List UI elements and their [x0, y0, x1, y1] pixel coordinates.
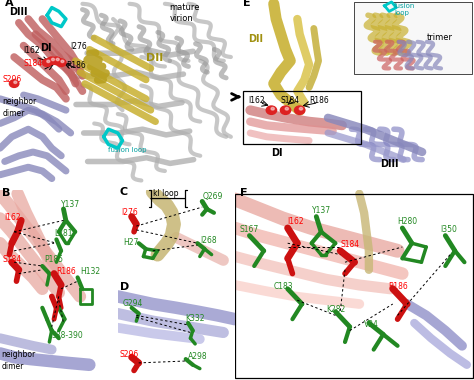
Text: DIII: DIII [380, 159, 398, 169]
Text: Y137: Y137 [61, 200, 80, 209]
Circle shape [266, 106, 277, 114]
Circle shape [271, 108, 274, 110]
Text: R186: R186 [56, 267, 76, 276]
Text: C: C [120, 187, 128, 197]
Text: fusion loop: fusion loop [109, 147, 147, 153]
Text: DII: DII [248, 34, 263, 44]
Text: I162: I162 [288, 217, 304, 226]
Text: DII: DII [146, 53, 164, 63]
Text: loop: loop [394, 10, 409, 16]
Text: R186: R186 [388, 282, 408, 291]
Text: neighbor: neighbor [2, 98, 36, 106]
Text: S184: S184 [340, 240, 359, 249]
Text: H27: H27 [123, 238, 139, 247]
Circle shape [294, 106, 305, 114]
Text: 388-390: 388-390 [52, 331, 83, 340]
Text: G294: G294 [122, 299, 143, 308]
Text: kI loop: kI loop [153, 189, 178, 198]
Text: I350: I350 [440, 225, 457, 234]
Text: Y137: Y137 [311, 206, 331, 215]
Text: mature: mature [170, 3, 200, 11]
Text: S296: S296 [120, 350, 139, 359]
Circle shape [56, 58, 59, 61]
Text: Q269: Q269 [202, 193, 223, 201]
Text: I276: I276 [121, 208, 138, 217]
Text: K332: K332 [186, 314, 205, 323]
Text: H132: H132 [80, 267, 100, 276]
Text: I276: I276 [71, 43, 87, 51]
Text: S184: S184 [281, 96, 300, 105]
Text: K282: K282 [326, 305, 345, 313]
Circle shape [47, 60, 50, 63]
Text: dimer: dimer [1, 362, 24, 370]
Text: S184: S184 [24, 60, 43, 68]
Text: E: E [243, 0, 251, 8]
Text: A298: A298 [188, 352, 208, 361]
Text: I162: I162 [24, 46, 40, 55]
Text: I268: I268 [200, 236, 217, 245]
Circle shape [14, 81, 17, 84]
Circle shape [42, 59, 52, 66]
Circle shape [285, 108, 289, 110]
Text: DI: DI [272, 148, 283, 158]
Text: I162: I162 [5, 214, 21, 222]
Text: R186: R186 [309, 96, 329, 105]
Circle shape [52, 57, 61, 65]
Circle shape [56, 59, 66, 66]
Circle shape [9, 80, 19, 87]
FancyBboxPatch shape [354, 2, 472, 74]
Text: neighbor: neighbor [1, 350, 36, 359]
Text: virion: virion [170, 14, 193, 23]
Text: fusion: fusion [394, 3, 415, 9]
Text: C183: C183 [273, 282, 293, 291]
Circle shape [280, 106, 291, 114]
Text: S296: S296 [2, 75, 22, 84]
Text: DIII: DIII [9, 7, 28, 17]
Circle shape [299, 108, 302, 110]
Text: S184: S184 [2, 255, 21, 264]
Text: L281: L281 [54, 229, 73, 238]
Text: A: A [5, 0, 13, 8]
Text: V24: V24 [364, 320, 379, 329]
Text: I162: I162 [248, 96, 264, 105]
Text: S167: S167 [240, 225, 259, 234]
Text: H280: H280 [398, 217, 418, 226]
Text: D: D [120, 282, 129, 292]
Text: trimer: trimer [427, 33, 453, 42]
Text: DI: DI [40, 43, 52, 53]
Circle shape [52, 58, 55, 61]
Text: dimer: dimer [2, 109, 25, 118]
Text: B: B [2, 188, 11, 198]
Text: F: F [240, 188, 247, 198]
Circle shape [47, 57, 56, 65]
Circle shape [61, 60, 64, 63]
Text: P185: P185 [45, 255, 64, 264]
Text: R186: R186 [66, 62, 86, 70]
